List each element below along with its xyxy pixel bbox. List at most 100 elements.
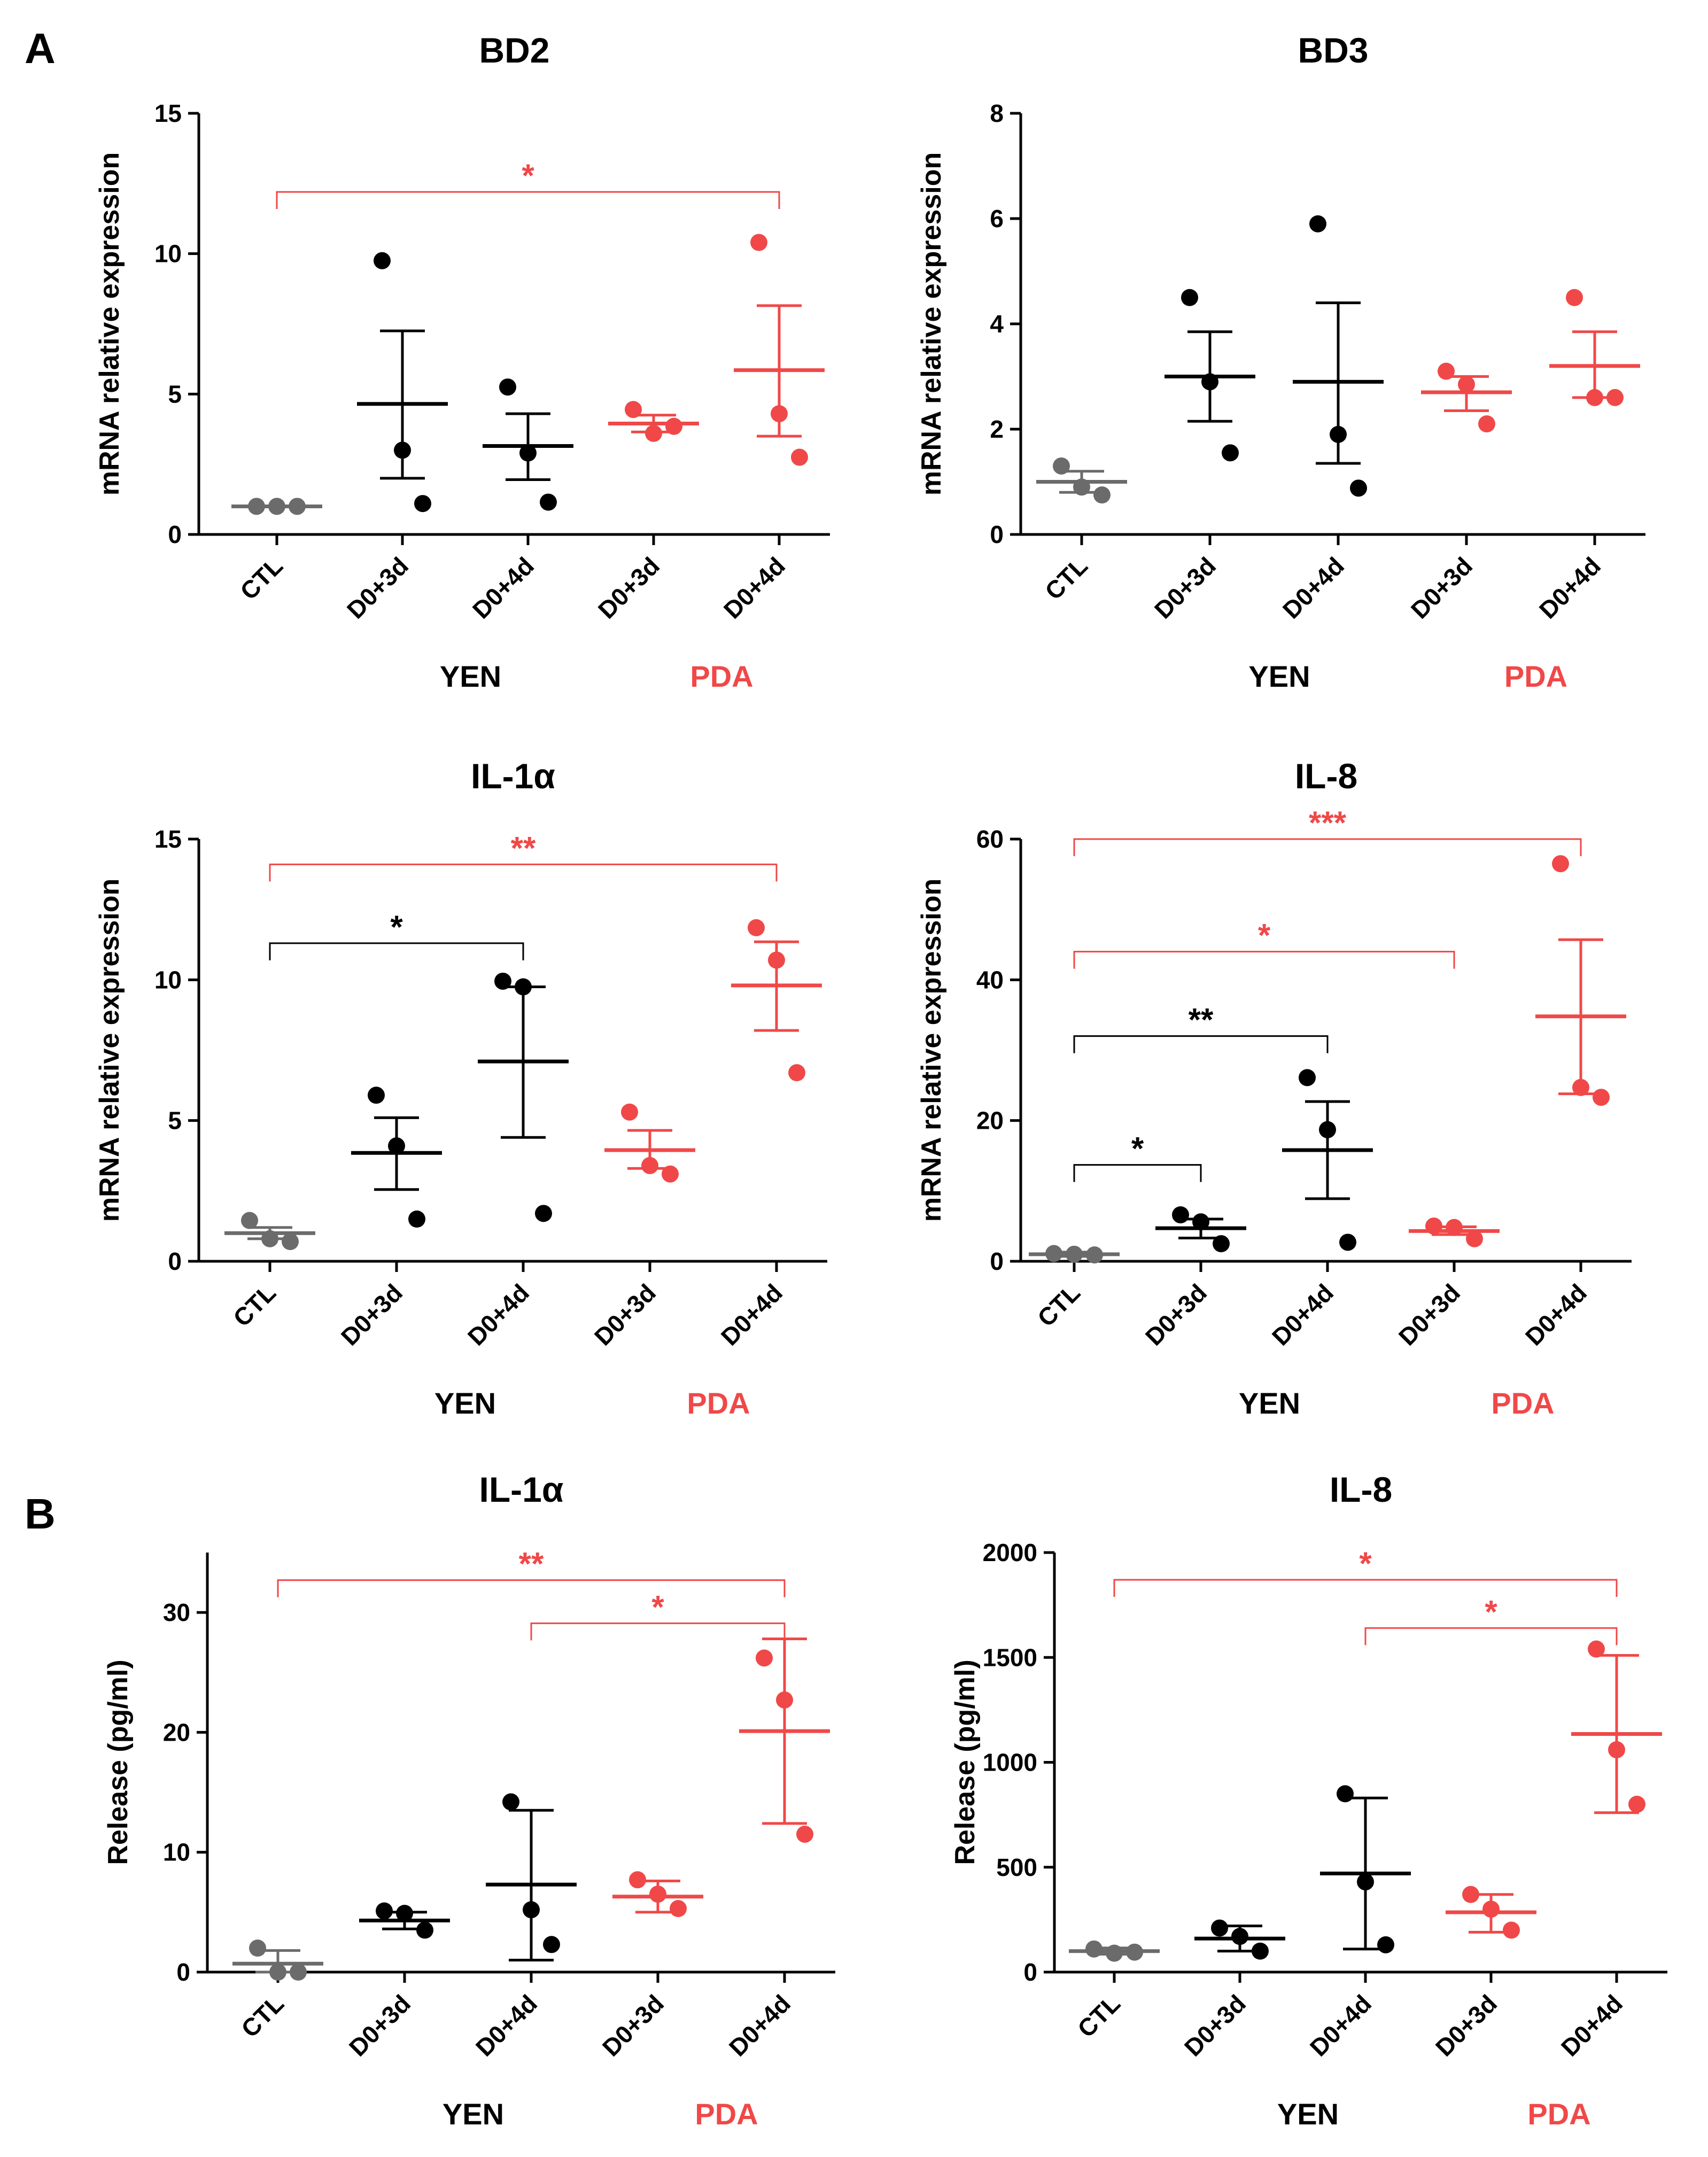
y-tick-label: 0 xyxy=(168,521,182,548)
x-tick-label: CTL xyxy=(1032,1278,1085,1332)
data-group-1 xyxy=(231,498,322,515)
data-group-3 xyxy=(483,378,573,511)
significance-stars: * xyxy=(651,1589,664,1625)
x-tick-label: D0+4d xyxy=(1305,1989,1377,2061)
y-tick-label: 0 xyxy=(168,1247,182,1275)
significance-stars: ** xyxy=(511,830,536,866)
x-tick-label: D0+4d xyxy=(462,1278,534,1351)
data-group-2 xyxy=(351,1087,442,1228)
data-point xyxy=(374,252,391,269)
x-tick-label: D0+4d xyxy=(716,1278,788,1351)
data-point xyxy=(1350,479,1367,497)
significance-stars: * xyxy=(1485,1594,1497,1630)
chart-6: IL-8 Release (pg/ml) 0 500 1000 1500 2000 CTL D0… xyxy=(950,1470,1667,2131)
data-point xyxy=(1211,1919,1228,1937)
data-group-3 xyxy=(1293,215,1384,497)
y-tick-label: 10 xyxy=(154,966,182,994)
data-point xyxy=(414,495,431,513)
data-point xyxy=(249,1939,266,1957)
data-group-2 xyxy=(1155,1206,1246,1253)
data-group-1 xyxy=(232,1939,323,1981)
x-tick-label: D0+4d xyxy=(467,552,539,624)
y-tick-label: 0 xyxy=(990,1247,1004,1275)
chart-title: BD3 xyxy=(1298,30,1368,70)
data-point xyxy=(368,1087,385,1104)
x-tick-label: D0+4d xyxy=(1556,1989,1628,2061)
group-label-yen: YEN xyxy=(440,659,501,693)
y-tick-label: 2 xyxy=(990,415,1004,443)
data-point xyxy=(494,972,511,990)
significance-bracket: ** xyxy=(277,1546,786,1597)
significance-stars: *** xyxy=(1309,805,1347,841)
data-group-2 xyxy=(359,1902,450,1939)
chart-4: IL-8 mRNA relative expression 0 20 40 60 CTL D0… xyxy=(916,756,1632,1420)
bracket-line xyxy=(1073,1164,1202,1182)
data-point xyxy=(499,378,516,396)
x-tick-label: D0+4d xyxy=(718,552,790,624)
x-tick-label: D0+3d xyxy=(1430,1989,1502,2061)
x-tick-label: D0+4d xyxy=(724,1989,796,2061)
data-point xyxy=(662,1165,679,1183)
data-point xyxy=(1377,1936,1394,1953)
data-group-3 xyxy=(1320,1785,1411,1953)
significance-stars: * xyxy=(1131,1131,1144,1167)
group-label-yen: YEN xyxy=(1239,1386,1300,1420)
significance-bracket: ** xyxy=(269,830,778,882)
data-group-5 xyxy=(1549,289,1640,406)
data-point xyxy=(543,1936,560,1953)
x-tick-label: D0+4d xyxy=(1277,552,1349,624)
data-group-2 xyxy=(1194,1919,1285,1960)
data-point xyxy=(1552,855,1569,873)
x-tick-label: CTL xyxy=(235,552,288,605)
bracket-line xyxy=(269,863,778,882)
significance-stars: * xyxy=(1258,918,1271,953)
data-point xyxy=(1566,289,1583,306)
data-group-5 xyxy=(734,234,825,466)
data-point xyxy=(625,401,642,418)
data-group-1 xyxy=(1036,457,1127,504)
y-axis-label: Release (pg/ml) xyxy=(950,1659,981,1865)
y-axis-label: mRNA relative expression xyxy=(916,152,947,496)
significance-bracket: * xyxy=(1073,918,1455,969)
data-point xyxy=(1337,1785,1354,1803)
data-group-4 xyxy=(1421,362,1512,433)
y-tick-label: 5 xyxy=(168,380,182,408)
data-group-2 xyxy=(1164,289,1255,462)
chart-title: IL-8 xyxy=(1295,756,1357,796)
y-tick-label: 40 xyxy=(976,966,1004,994)
charts-container: BD2 mRNA relative expression 0 5 10 15 CTL D0+3… xyxy=(94,30,1667,2131)
data-point xyxy=(1299,1069,1316,1087)
y-tick-label: 10 xyxy=(163,1838,190,1866)
x-tick-label: D0+3d xyxy=(344,1989,416,2061)
significance-bracket: * xyxy=(276,158,780,210)
y-axis-label: mRNA relative expression xyxy=(94,152,125,496)
data-point xyxy=(540,493,557,511)
group-label-pda: PDA xyxy=(1527,2097,1590,2131)
y-tick-label: 15 xyxy=(154,825,182,853)
x-tick-label: D0+3d xyxy=(1406,552,1478,624)
data-group-5 xyxy=(1535,855,1626,1106)
data-group-4 xyxy=(608,401,699,442)
data-group-1 xyxy=(224,1212,315,1251)
data-point xyxy=(670,1900,687,1918)
data-point xyxy=(748,919,765,936)
x-tick-label: D0+4d xyxy=(1520,1278,1592,1351)
x-tick-label: D0+4d xyxy=(1267,1278,1339,1351)
data-point xyxy=(1588,1640,1605,1658)
significance-bracket: * xyxy=(1364,1594,1618,1646)
significance-stars: * xyxy=(390,909,403,945)
data-group-2 xyxy=(357,252,448,513)
y-tick-label: 1000 xyxy=(983,1749,1037,1776)
data-point xyxy=(502,1793,519,1811)
y-axis-label: Release (pg/ml) xyxy=(103,1659,134,1865)
significance-bracket: * xyxy=(269,909,524,960)
data-point xyxy=(788,1064,805,1082)
bracket-line xyxy=(276,191,780,210)
data-point xyxy=(1503,1921,1520,1939)
data-group-3 xyxy=(486,1793,577,1962)
x-tick-label: D0+3d xyxy=(341,552,414,624)
group-label-pda: PDA xyxy=(687,1386,750,1420)
chart-1: BD2 mRNA relative expression 0 5 10 15 CTL D0+3… xyxy=(94,30,830,693)
chart-title: IL-1α xyxy=(479,1470,564,1509)
